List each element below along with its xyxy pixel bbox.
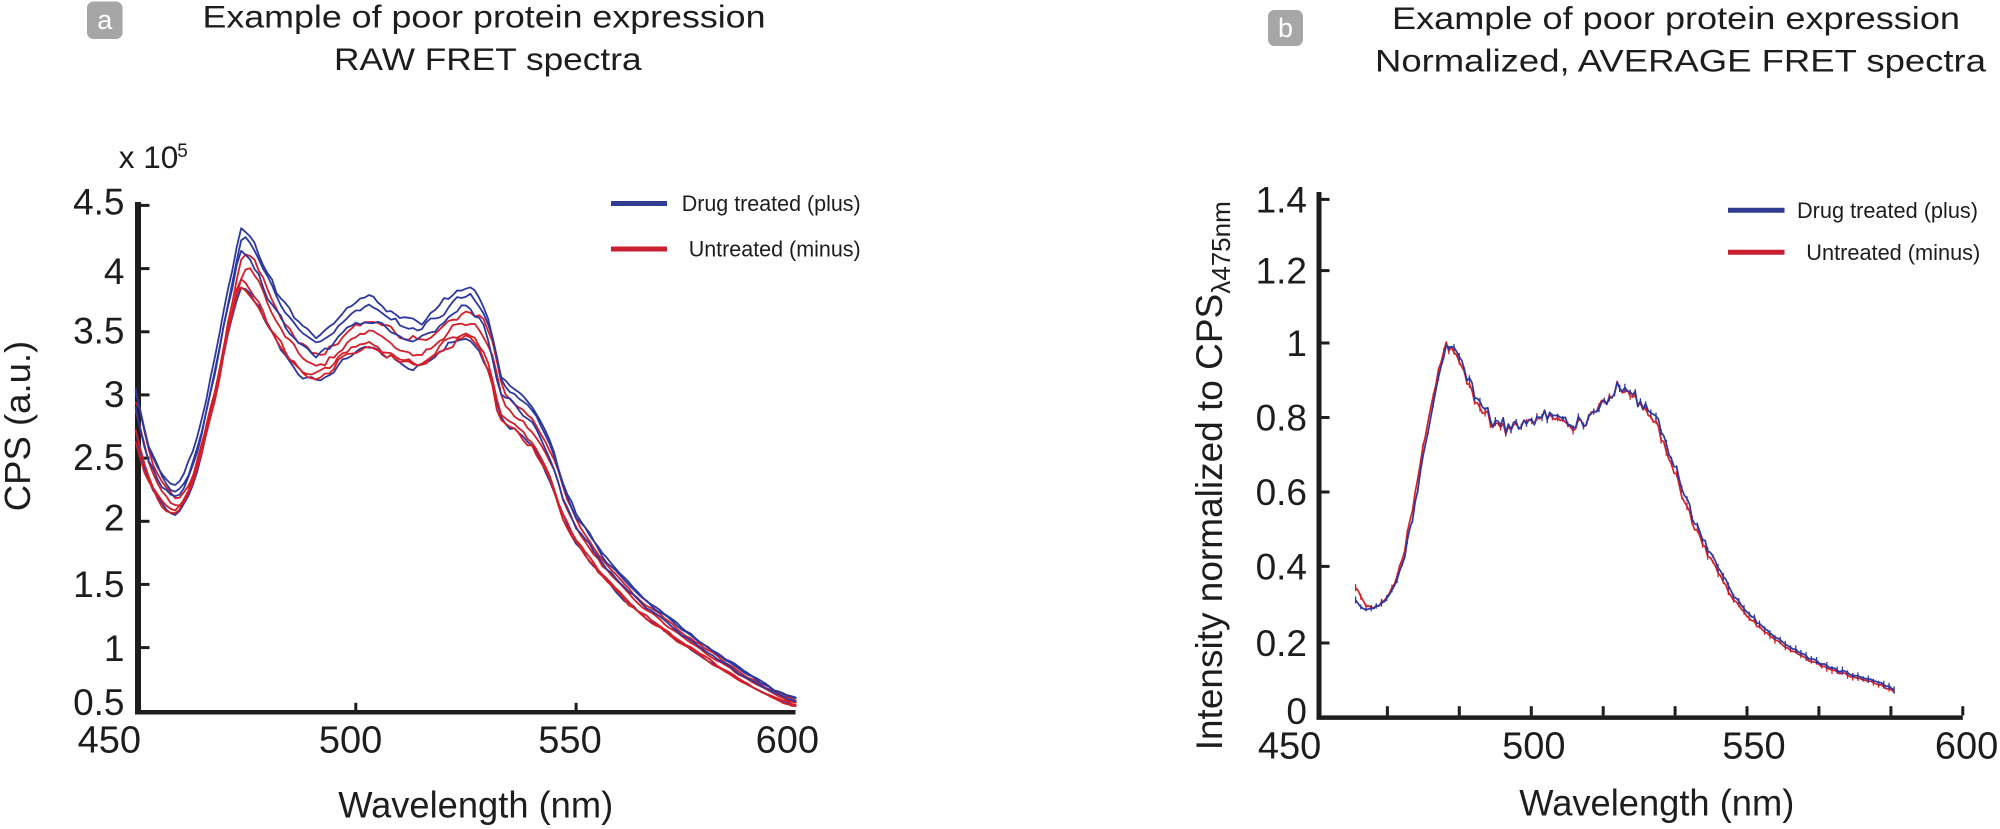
svg-text:2: 2 <box>104 498 125 539</box>
svg-text:0.4: 0.4 <box>1256 546 1307 587</box>
svg-text:2.5: 2.5 <box>73 437 124 478</box>
svg-text:3: 3 <box>104 374 125 415</box>
svg-text:CPS (a.u.): CPS (a.u.) <box>0 341 38 511</box>
svg-text:450: 450 <box>78 720 141 762</box>
svg-text:Normalized, AVERAGE FRET spect: Normalized, AVERAGE FRET spectra <box>1375 43 1987 79</box>
svg-text:0.2: 0.2 <box>1256 623 1307 664</box>
svg-text:a: a <box>97 5 113 35</box>
svg-text:Drug treated (plus): Drug treated (plus) <box>1797 198 1978 223</box>
svg-text:Wavelength (nm): Wavelength (nm) <box>338 785 613 826</box>
svg-text:Untreated (minus): Untreated (minus) <box>689 237 861 262</box>
svg-text:550: 550 <box>538 720 601 762</box>
svg-text:1.2: 1.2 <box>1256 251 1307 292</box>
svg-text:500: 500 <box>319 720 382 762</box>
svg-text:0: 0 <box>1286 691 1307 732</box>
svg-text:b: b <box>1278 13 1293 43</box>
svg-text:450: 450 <box>1258 726 1321 768</box>
svg-text:600: 600 <box>756 720 819 762</box>
svg-text:600: 600 <box>1935 726 1998 768</box>
svg-text:0.5: 0.5 <box>73 682 124 723</box>
svg-text:1.5: 1.5 <box>73 564 124 605</box>
svg-text:RAW FRET spectra: RAW FRET spectra <box>334 41 642 77</box>
svg-text:1: 1 <box>104 628 125 669</box>
svg-text:Untreated (minus): Untreated (minus) <box>1806 240 1980 265</box>
svg-text:Wavelength (nm): Wavelength (nm) <box>1519 783 1794 824</box>
svg-text:0.6: 0.6 <box>1256 472 1307 513</box>
svg-text:500: 500 <box>1502 726 1565 768</box>
svg-text:1.4: 1.4 <box>1256 179 1307 220</box>
svg-text:0.8: 0.8 <box>1256 398 1307 439</box>
svg-text:3.5: 3.5 <box>73 311 124 352</box>
svg-text:Example of poor protein expres: Example of poor protein expression <box>1392 0 1960 36</box>
svg-text:550: 550 <box>1722 726 1785 768</box>
svg-text:Drug treated (plus): Drug treated (plus) <box>682 191 861 216</box>
svg-text:4: 4 <box>104 251 125 292</box>
svg-text:1: 1 <box>1286 323 1307 364</box>
svg-text:Example of poor protein expres: Example of poor protein expression <box>203 0 766 35</box>
svg-text:4.5: 4.5 <box>73 181 124 222</box>
svg-text:x 105: x 105 <box>119 139 188 175</box>
